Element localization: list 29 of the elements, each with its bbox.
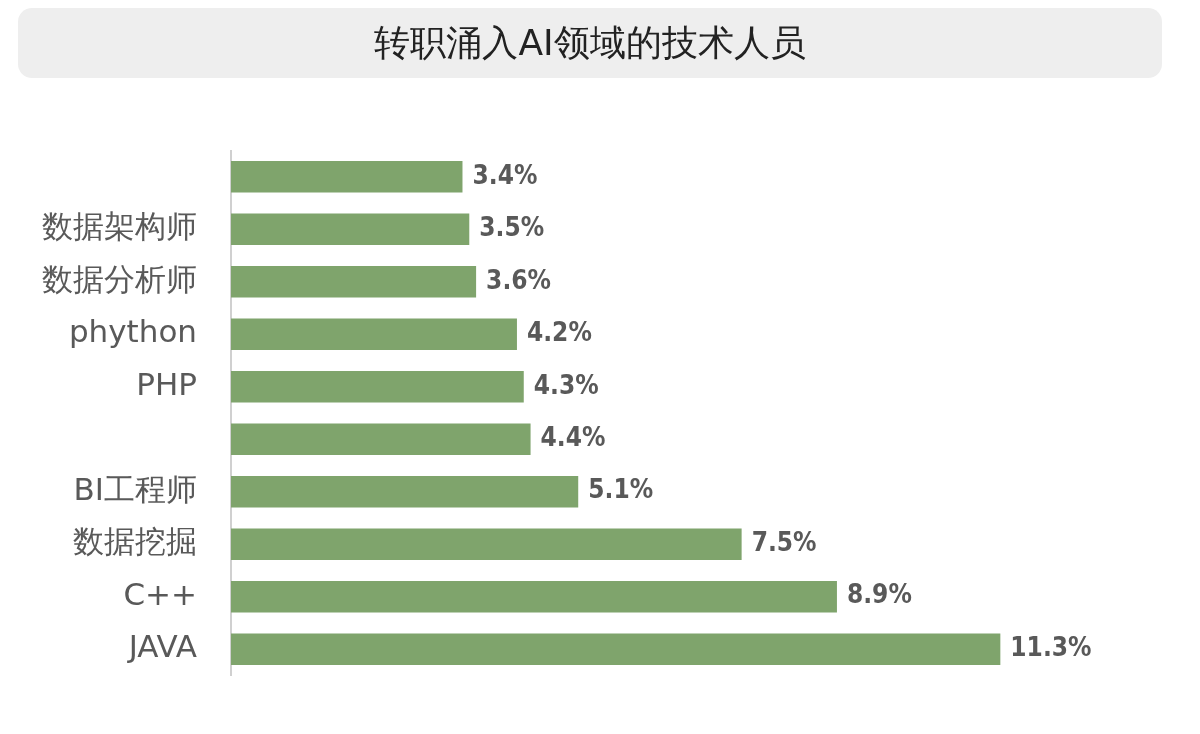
data-label: 5.1%: [588, 474, 654, 505]
y-tick-label: C++: [123, 575, 197, 612]
y-tick-label: BI工程师: [73, 470, 197, 507]
bar: [231, 213, 470, 246]
bar: [231, 475, 579, 508]
data-label: 3.5%: [479, 212, 545, 243]
chart-title: 转职涌入AI领域的技术人员: [18, 8, 1162, 78]
y-tick-label: 数据分析师: [42, 260, 197, 297]
bar: [231, 633, 1001, 665]
data-label: 4.4%: [540, 421, 606, 452]
data-label: 4.3%: [533, 369, 599, 400]
bar: [231, 161, 463, 193]
data-label: 3.6%: [486, 264, 551, 295]
y-tick-label: 数据架构师: [42, 208, 197, 245]
bar: [231, 318, 517, 351]
bar: [231, 528, 742, 560]
y-tick-label: phython: [68, 313, 197, 350]
data-label: 7.5%: [751, 526, 817, 557]
bar: [231, 371, 524, 403]
y-tick-label: JAVA: [126, 628, 197, 665]
bar: [231, 580, 837, 613]
bar: [231, 266, 477, 298]
bar: [231, 423, 531, 455]
y-tick-label: 数据挖掘: [73, 523, 197, 560]
data-label: 11.3%: [1010, 631, 1092, 662]
data-label: 8.9%: [846, 579, 912, 610]
y-tick-label: PHP: [136, 365, 197, 402]
data-label: 3.4%: [472, 159, 538, 190]
data-label: 4.2%: [526, 317, 592, 348]
